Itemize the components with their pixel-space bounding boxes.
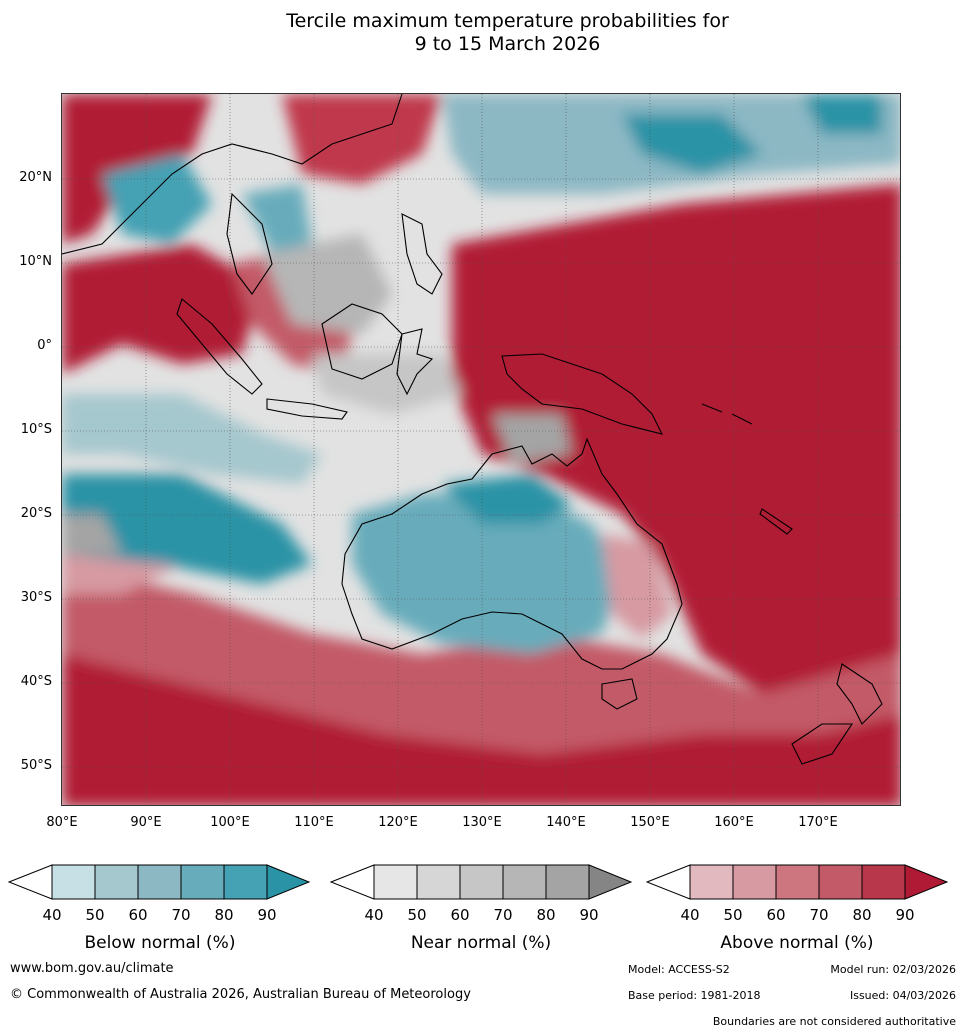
tick-label: 90: [579, 906, 599, 924]
lat-label-10n: 10°N: [19, 254, 52, 269]
sulawesi-coast: [396, 328, 434, 396]
tick-label: 80: [536, 906, 556, 924]
tick-label: 70: [493, 906, 513, 924]
lon-label-100e: 100°E: [210, 815, 250, 830]
near-normal-colorbar: [330, 864, 632, 900]
website-link[interactable]: www.bom.gov.au/climate: [10, 961, 174, 976]
title-line-1: Tercile maximum temperature probabilitie…: [286, 10, 729, 32]
solomon-islands-coast: [701, 403, 753, 425]
mainland-asia-coast: [62, 94, 403, 295]
lon-label-160e: 160°E: [714, 815, 754, 830]
tick-label: 50: [723, 906, 743, 924]
tick-label: 60: [766, 906, 786, 924]
tick-label: 90: [895, 906, 915, 924]
base-period: Base period: 1981-2018: [628, 989, 761, 1002]
probability-map: [61, 93, 901, 806]
above-normal-colorbar: [646, 864, 948, 900]
title-line-2: 9 to 15 March 2026: [414, 33, 601, 55]
lon-label-170e: 170°E: [798, 815, 838, 830]
boundaries-disclaimer: Boundaries are not considered authoritat…: [712, 1015, 956, 1028]
tick-label: 60: [450, 906, 470, 924]
lat-label-30s: 30°S: [20, 590, 52, 605]
tick-label: 40: [680, 906, 700, 924]
tasmania-coast: [601, 678, 638, 710]
above-normal-title: Above normal (%): [720, 933, 874, 953]
model-run-date: Model run: 02/03/2026: [830, 963, 956, 976]
tick-label: 80: [852, 906, 872, 924]
map-title: Tercile maximum temperature probabilitie…: [0, 10, 965, 56]
tick-label: 80: [214, 906, 234, 924]
below-normal-colorbar: [8, 864, 310, 900]
lon-label-140e: 140°E: [546, 815, 586, 830]
lon-label-80e: 80°E: [46, 815, 78, 830]
lat-label-10s: 10°S: [20, 422, 52, 437]
lon-label-150e: 150°E: [630, 815, 670, 830]
tick-label: 50: [85, 906, 105, 924]
near-normal-title: Near normal (%): [410, 933, 552, 953]
lon-label-120e: 120°E: [378, 815, 418, 830]
tick-label: 50: [407, 906, 427, 924]
australia-coast: [341, 437, 683, 670]
tick-label: 60: [128, 906, 148, 924]
lat-label-equator: 0°: [37, 338, 52, 353]
lat-label-20n: 20°N: [19, 170, 52, 185]
issued-date: Issued: 04/03/2026: [849, 989, 956, 1002]
java-coast: [266, 398, 348, 420]
tick-label: 40: [364, 906, 384, 924]
lon-label-130e: 130°E: [462, 815, 502, 830]
tick-label: 70: [809, 906, 829, 924]
model-name: Model: ACCESS-S2: [628, 963, 730, 976]
lat-label-20s: 20°S: [20, 506, 52, 521]
sumatra-coast: [176, 298, 263, 395]
lat-label-40s: 40°S: [20, 674, 52, 689]
philippines-coast: [401, 213, 443, 295]
copyright-notice: © Commonwealth of Australia 2026, Austra…: [10, 987, 471, 1002]
tick-label: 90: [257, 906, 277, 924]
borneo-coast: [321, 303, 403, 380]
new-caledonia-coast: [759, 508, 793, 535]
lat-label-50s: 50°S: [20, 758, 52, 773]
coastlines: [62, 94, 883, 765]
probability-field: [62, 94, 900, 805]
new-guinea-coast: [501, 353, 664, 435]
tick-label: 70: [171, 906, 191, 924]
lon-label-110e: 110°E: [294, 815, 334, 830]
lon-label-90e: 90°E: [130, 815, 162, 830]
new-zealand-coast: [791, 663, 883, 765]
below-normal-title: Below normal (%): [84, 933, 236, 953]
tick-label: 40: [42, 906, 62, 924]
map-canvas: [62, 94, 900, 805]
